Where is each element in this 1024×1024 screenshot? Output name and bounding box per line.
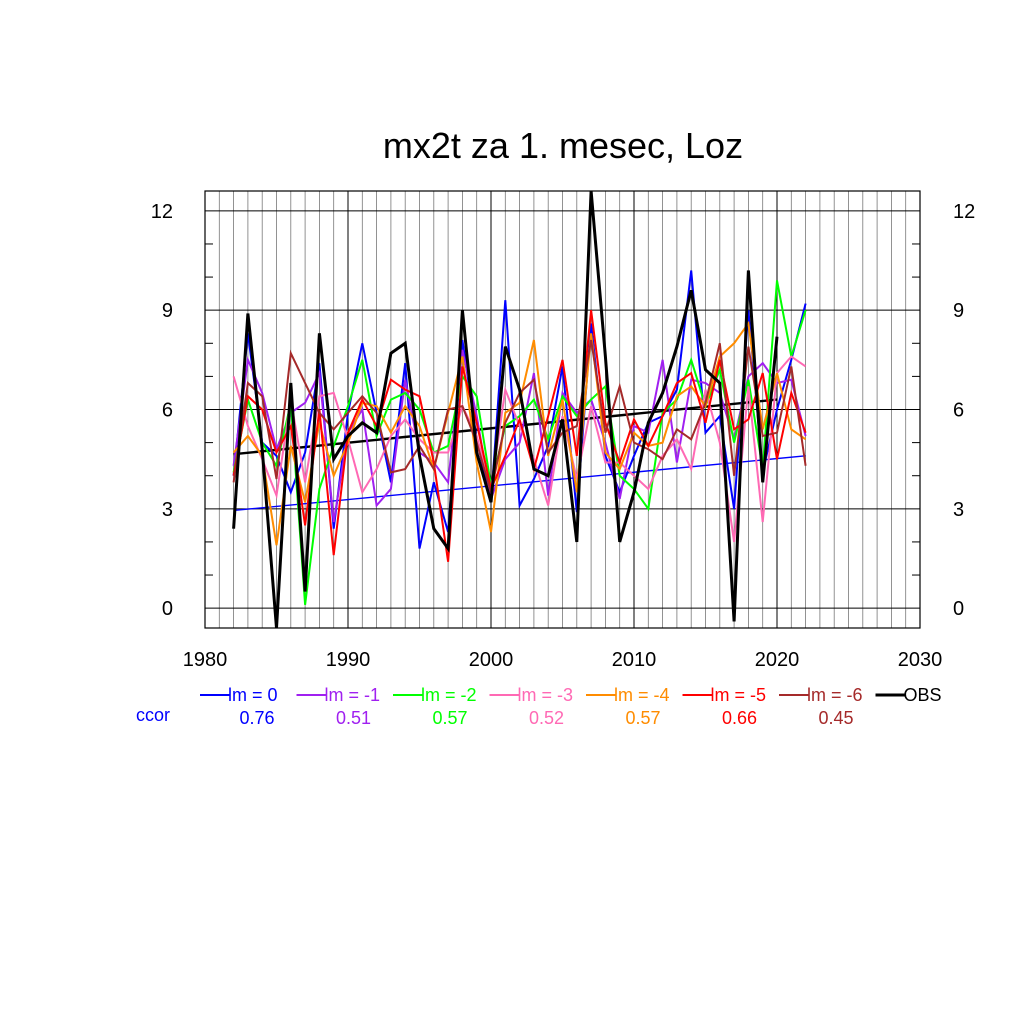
y-tick-label-left: 0 [162,598,173,620]
x-tick-label: 1980 [183,649,228,671]
plot-frame [204,190,921,629]
series-line [232,310,807,562]
legend-label: lm = -5 [711,685,767,705]
y-tick-label-right: 12 [953,201,975,223]
y-tick-label-left: 12 [151,201,173,223]
ccor-value: 0.52 [529,708,564,728]
x-tick-label: 2030 [898,649,943,671]
x-tick-label: 1990 [326,649,371,671]
legend-label: lm = -3 [518,685,574,705]
chart-title: mx2t za 1. mesec, Loz [383,125,743,166]
legend-label: lm = 0 [228,685,278,705]
x-tick-label: 2000 [469,649,514,671]
legend-label: lm = -4 [614,685,670,705]
x-tick-label: 2010 [612,649,657,671]
y-tick-label-right: 6 [953,400,964,422]
y-tick-label-right: 3 [953,499,964,521]
x-tick-label: 2020 [755,649,800,671]
y-tick-label-left: 9 [162,300,173,322]
legend-label: OBS [904,685,942,705]
ccor-value: 0.57 [432,708,467,728]
ccor-value: 0.57 [625,708,660,728]
series-line [232,190,779,629]
legend-label: lm = -1 [325,685,381,705]
y-tick-label-left: 3 [162,499,173,521]
ccor-value: 0.51 [336,708,371,728]
series-line [232,320,807,546]
y-tick-label-left: 6 [162,400,173,422]
y-tick-label-right: 0 [953,598,964,620]
plot-area: 1980 1990 2000 2010 2020 2030 0 0 3 3 6 6 9 9 12 12 [151,190,975,671]
ccor-value: 0.45 [818,708,853,728]
legend-label: lm = -6 [807,685,863,705]
ccor-value: 0.66 [722,708,757,728]
ccor-label: ccor [136,705,170,725]
legend: ccor lm = 0 0.76 lm = -1 0.51 lm = -2 0.57 lm =… [136,685,942,728]
ccor-value: 0.76 [239,708,274,728]
legend-label: lm = -2 [421,685,477,705]
y-tick-label-right: 9 [953,300,964,322]
series-line [232,355,807,543]
